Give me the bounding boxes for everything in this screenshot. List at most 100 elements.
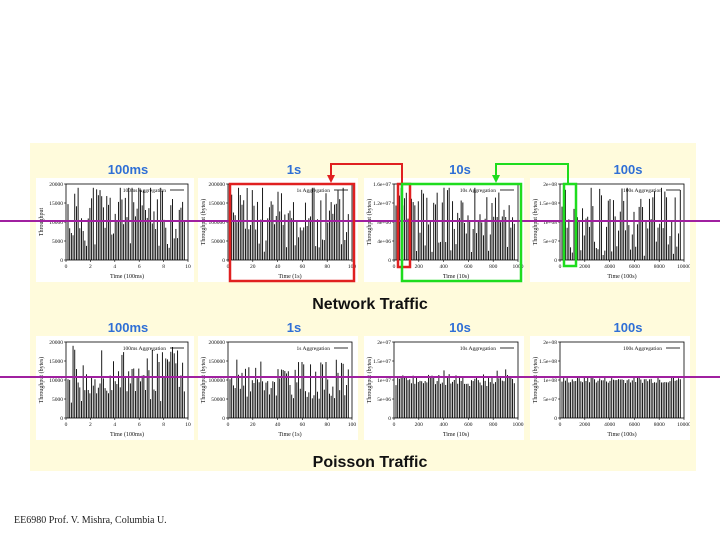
- x-tick-label: 6000: [629, 264, 640, 270]
- zoom-arrow-green: [495, 163, 569, 184]
- x-tick-label: 4: [113, 264, 116, 270]
- chart-title-network-100ms: 100ms: [107, 162, 149, 177]
- chart-title-poisson-100ms: 100ms: [107, 320, 149, 335]
- chart-svg: 0 5e+07 1e+08 1.5e+08 2e+08 0 2000 4000 6000 8000…: [532, 340, 691, 438]
- x-tick-label: 20: [250, 422, 256, 428]
- x-tick-label: 1000: [513, 422, 524, 428]
- y-tick-label: 0: [222, 416, 225, 422]
- x-tick-label: 20: [250, 264, 256, 270]
- section-title-poisson: Poisson Traffic: [312, 454, 428, 471]
- x-axis-label: Time (100ms): [110, 273, 144, 280]
- y-tick-label: 200000: [209, 340, 226, 346]
- y-tick-label: 15000: [49, 359, 63, 365]
- x-tick-label: 40: [275, 422, 281, 428]
- chart-svg: 0 5e+06 1e+07 1.5e+07 2e+07 0 200 400 600 800 1000…: [366, 340, 524, 438]
- x-tick-label: 0: [227, 422, 230, 428]
- y-tick-label: 20000: [49, 182, 63, 188]
- y-tick-label: 0: [60, 258, 63, 264]
- zoom-arrowhead-red: [327, 175, 335, 183]
- x-tick-label: 80: [324, 422, 330, 428]
- x-tick-label: 0: [65, 422, 68, 428]
- y-tick-label: 10000: [49, 378, 63, 384]
- x-tick-label: 10000: [677, 422, 690, 428]
- y-tick-label: 1e+08: [543, 378, 557, 384]
- legend-label: 100ms Aggregation: [123, 188, 166, 194]
- zoom-box-red-large: [228, 182, 356, 283]
- y-tick-label: 0: [554, 258, 557, 264]
- zoom-arrowhead-green: [492, 175, 500, 183]
- y-tick-label: 1e+08: [543, 220, 557, 226]
- chart-title-network-10s: 10s: [449, 162, 471, 177]
- chart-title-poisson-100s: 100s: [613, 320, 643, 335]
- x-axis-label: Time (10s): [443, 273, 469, 280]
- zoom-box-green-small: [562, 182, 578, 268]
- x-tick-label: 8000: [654, 264, 665, 270]
- legend-label: 10s Aggregation: [460, 346, 496, 352]
- y-tick-label: 0: [388, 416, 391, 422]
- y-tick-label: 15000: [49, 201, 63, 207]
- x-tick-label: 600: [464, 422, 473, 428]
- y-tick-label: 150000: [209, 201, 226, 207]
- x-tick-label: 6000: [629, 422, 640, 428]
- legend-label: 10s Aggregation: [460, 188, 496, 194]
- chart-title-poisson-1s: 1s: [286, 320, 302, 335]
- y-tick-label: 0: [388, 258, 391, 264]
- y-tick-label: 5e+07: [543, 397, 557, 403]
- y-axis-label: Throughput (bytes): [38, 357, 45, 404]
- x-tick-label: 0: [227, 264, 230, 270]
- x-tick-label: 8: [162, 264, 165, 270]
- plot-poisson-10s: 0 5e+06 1e+07 1.5e+07 2e+07 0 200 400 600 800 1000…: [364, 336, 524, 440]
- y-tick-label: 10000: [49, 220, 63, 226]
- x-tick-label: 800: [489, 264, 498, 270]
- x-tick-label: 400: [439, 422, 448, 428]
- legend-label: 1s Aggregation: [297, 188, 331, 194]
- x-tick-label: 0: [559, 264, 562, 270]
- plot-poisson-100s: 0 5e+07 1e+08 1.5e+08 2e+08 0 2000 4000 6000 8000…: [530, 336, 691, 440]
- x-tick-label: 100: [348, 264, 357, 270]
- zoom-box-red-small: [396, 182, 412, 269]
- y-tick-label: 4e+06: [377, 239, 391, 245]
- section-title-network: Network Traffic: [312, 296, 428, 313]
- chart-title-poisson-10s: 10s: [449, 320, 471, 335]
- y-tick-label: 5e+06: [377, 397, 391, 403]
- x-tick-label: 0: [393, 264, 396, 270]
- x-tick-label: 2000: [579, 422, 590, 428]
- x-tick-label: 60: [300, 264, 306, 270]
- legend-label: 1s Aggregation: [297, 346, 331, 352]
- y-tick-label: 2e+08: [543, 340, 557, 346]
- x-tick-label: 8000: [654, 422, 665, 428]
- x-tick-label: 2: [89, 264, 92, 270]
- x-tick-label: 4: [113, 422, 116, 428]
- y-tick-label: 1.5e+08: [539, 359, 557, 365]
- y-tick-label: 5000: [52, 397, 63, 403]
- x-tick-label: 400: [439, 264, 448, 270]
- x-tick-label: 0: [559, 422, 562, 428]
- y-tick-label: 1e+07: [377, 378, 391, 384]
- y-axis-label: Throughput (bytes): [200, 357, 207, 404]
- x-tick-label: 10000: [677, 264, 690, 270]
- y-tick-label: 8e+06: [377, 220, 391, 226]
- y-tick-label: 1.5e+07: [373, 359, 391, 365]
- plot-poisson-100ms: 0 5000 10000 15000 20000 0 2 4 6 8 10 Time (100ms) T…: [36, 336, 194, 440]
- x-axis-label: Time (100s): [607, 431, 636, 438]
- legend-label: 100s Aggregation: [623, 188, 662, 194]
- x-tick-label: 200: [415, 264, 424, 270]
- legend-label: 100ms Aggregation: [123, 346, 166, 352]
- x-tick-label: 40: [275, 264, 281, 270]
- x-tick-label: 60: [300, 422, 306, 428]
- y-tick-label: 200000: [209, 182, 226, 188]
- x-tick-label: 800: [489, 422, 498, 428]
- y-tick-label: 1.2e+07: [373, 201, 391, 207]
- x-axis-label: Time (100ms): [110, 431, 144, 438]
- y-tick-label: 50000: [211, 239, 225, 245]
- x-tick-label: 0: [393, 422, 396, 428]
- x-tick-label: 600: [464, 264, 473, 270]
- x-tick-label: 6: [138, 422, 141, 428]
- chart-svg: 0 50000 100000 150000 200000 0 20 40 60 80 100 Time…: [200, 340, 357, 438]
- x-tick-label: 100: [348, 422, 357, 428]
- x-tick-label: 2: [89, 422, 92, 428]
- y-tick-label: 0: [554, 416, 557, 422]
- chart-title-network-1s: 1s: [286, 162, 302, 177]
- x-tick-label: 10: [185, 264, 191, 270]
